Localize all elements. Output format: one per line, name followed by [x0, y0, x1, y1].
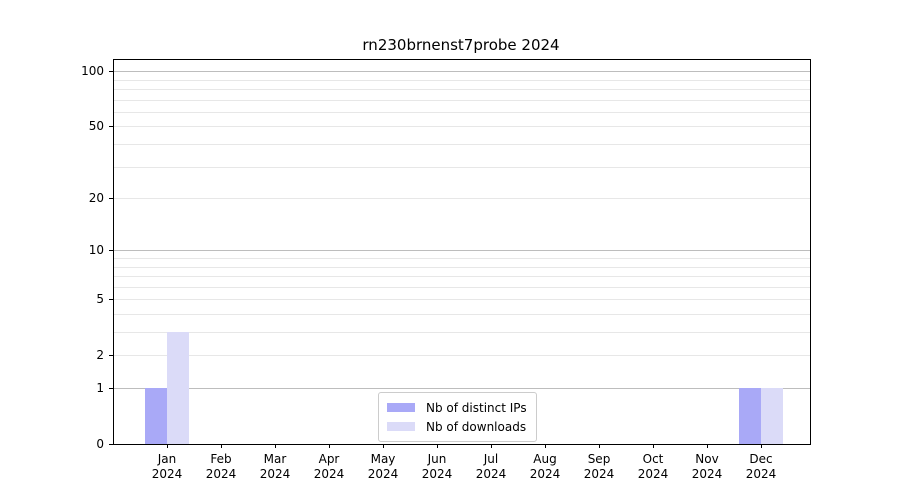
y-tick-label: 50 [88, 119, 104, 133]
x-tick-mark [653, 444, 654, 448]
x-tick-label: Aug 2024 [515, 452, 575, 482]
bar-dec-distinct-ips [739, 388, 761, 444]
y-tick-mark [109, 126, 113, 127]
x-tick-month: Feb [210, 452, 232, 466]
x-tick-year: 2024 [529, 467, 561, 481]
x-tick-mark [761, 444, 762, 448]
minor-gridline [114, 287, 810, 288]
chart-title: rn230brnenst7probe 2024 [362, 36, 560, 54]
x-tick-mark [491, 444, 492, 448]
minor-gridline [114, 80, 810, 81]
y-tick-label: 0 [96, 437, 104, 451]
legend-swatch-downloads [387, 422, 415, 431]
x-tick-label: Feb 2024 [191, 452, 251, 482]
x-tick-year: 2024 [745, 467, 777, 481]
minor-gridline [114, 167, 810, 168]
y-tick-mark [109, 355, 113, 356]
x-tick-year: 2024 [691, 467, 723, 481]
x-tick-label: Dec 2024 [731, 452, 791, 482]
y-tick-mark [109, 198, 113, 199]
legend-swatch-distinct-ips [387, 403, 415, 412]
y-tick-mark [109, 71, 113, 72]
x-tick-mark [707, 444, 708, 448]
bars-layer [114, 60, 810, 444]
gridlines-layer [114, 60, 810, 444]
legend-entry-downloads: Nb of downloads [387, 417, 527, 436]
x-tick-month: Mar [263, 452, 287, 466]
x-tick-mark [329, 444, 330, 448]
x-tick-label: Mar 2024 [245, 452, 305, 482]
x-tick-month: Jul [483, 452, 499, 466]
x-tick-mark [599, 444, 600, 448]
x-tick-label: Sep 2024 [569, 452, 629, 482]
y-tick-label: 100 [81, 64, 104, 78]
minor-gridline [114, 100, 810, 101]
x-tick-month: Jan [157, 452, 177, 466]
x-tick-year: 2024 [367, 467, 399, 481]
major-gridline [114, 388, 810, 389]
x-tick-month: Apr [318, 452, 340, 466]
x-tick-year: 2024 [475, 467, 507, 481]
x-tick-label: Nov 2024 [677, 452, 737, 482]
x-tick-label: Oct 2024 [623, 452, 683, 482]
minor-gridline [114, 299, 810, 300]
y-tick-mark [109, 388, 113, 389]
x-tick-month: Nov [695, 452, 719, 466]
y-tick-label: 1 [96, 381, 104, 395]
legend-entry-distinct-ips: Nb of distinct IPs [387, 398, 527, 417]
y-tick-label: 5 [96, 292, 104, 306]
y-tick-label: 10 [88, 243, 104, 257]
x-tick-label: Apr 2024 [299, 452, 359, 482]
minor-gridline [114, 267, 810, 268]
bar-jan-downloads [167, 332, 189, 444]
minor-gridline [114, 198, 810, 199]
x-tick-month: Aug [533, 452, 557, 466]
minor-gridline [114, 258, 810, 259]
x-tick-month: Oct [642, 452, 664, 466]
x-tick-label: May 2024 [353, 452, 413, 482]
minor-gridline [114, 276, 810, 277]
minor-gridline [114, 332, 810, 333]
minor-gridline [114, 89, 810, 90]
x-tick-year: 2024 [637, 467, 669, 481]
minor-gridline [114, 126, 810, 127]
x-tick-mark [383, 444, 384, 448]
x-tick-label: Jan 2024 [137, 452, 197, 482]
x-tick-month: Dec [749, 452, 773, 466]
y-tick-mark [109, 250, 113, 251]
minor-gridline [114, 355, 810, 356]
x-tick-mark [221, 444, 222, 448]
y-tick-label: 20 [88, 191, 104, 205]
x-tick-month: Sep [587, 452, 611, 466]
x-tick-year: 2024 [421, 467, 453, 481]
x-tick-month: Jun [427, 452, 447, 466]
legend: Nb of distinct IPs Nb of downloads [378, 392, 537, 442]
x-tick-year: 2024 [205, 467, 237, 481]
x-tick-mark [275, 444, 276, 448]
x-tick-month: May [370, 452, 396, 466]
bar-dec-downloads [761, 388, 783, 444]
y-tick-mark [109, 444, 113, 445]
x-tick-mark [437, 444, 438, 448]
y-tick-mark [109, 299, 113, 300]
y-tick-label: 2 [96, 348, 104, 362]
minor-gridline [114, 144, 810, 145]
legend-label-distinct-ips: Nb of distinct IPs [426, 400, 527, 415]
x-tick-year: 2024 [259, 467, 291, 481]
x-tick-label: Jun 2024 [407, 452, 467, 482]
major-gridline [114, 250, 810, 251]
minor-gridline [114, 314, 810, 315]
minor-gridline [114, 112, 810, 113]
legend-label-downloads: Nb of downloads [426, 419, 527, 434]
x-tick-label: Jul 2024 [461, 452, 521, 482]
x-tick-year: 2024 [151, 467, 183, 481]
x-tick-year: 2024 [313, 467, 345, 481]
major-gridline [114, 71, 810, 72]
x-tick-year: 2024 [583, 467, 615, 481]
bar-jan-distinct-ips [145, 388, 167, 444]
x-tick-mark [167, 444, 168, 448]
x-tick-mark [545, 444, 546, 448]
plot-area: Nb of distinct IPs Nb of downloads [113, 59, 811, 445]
